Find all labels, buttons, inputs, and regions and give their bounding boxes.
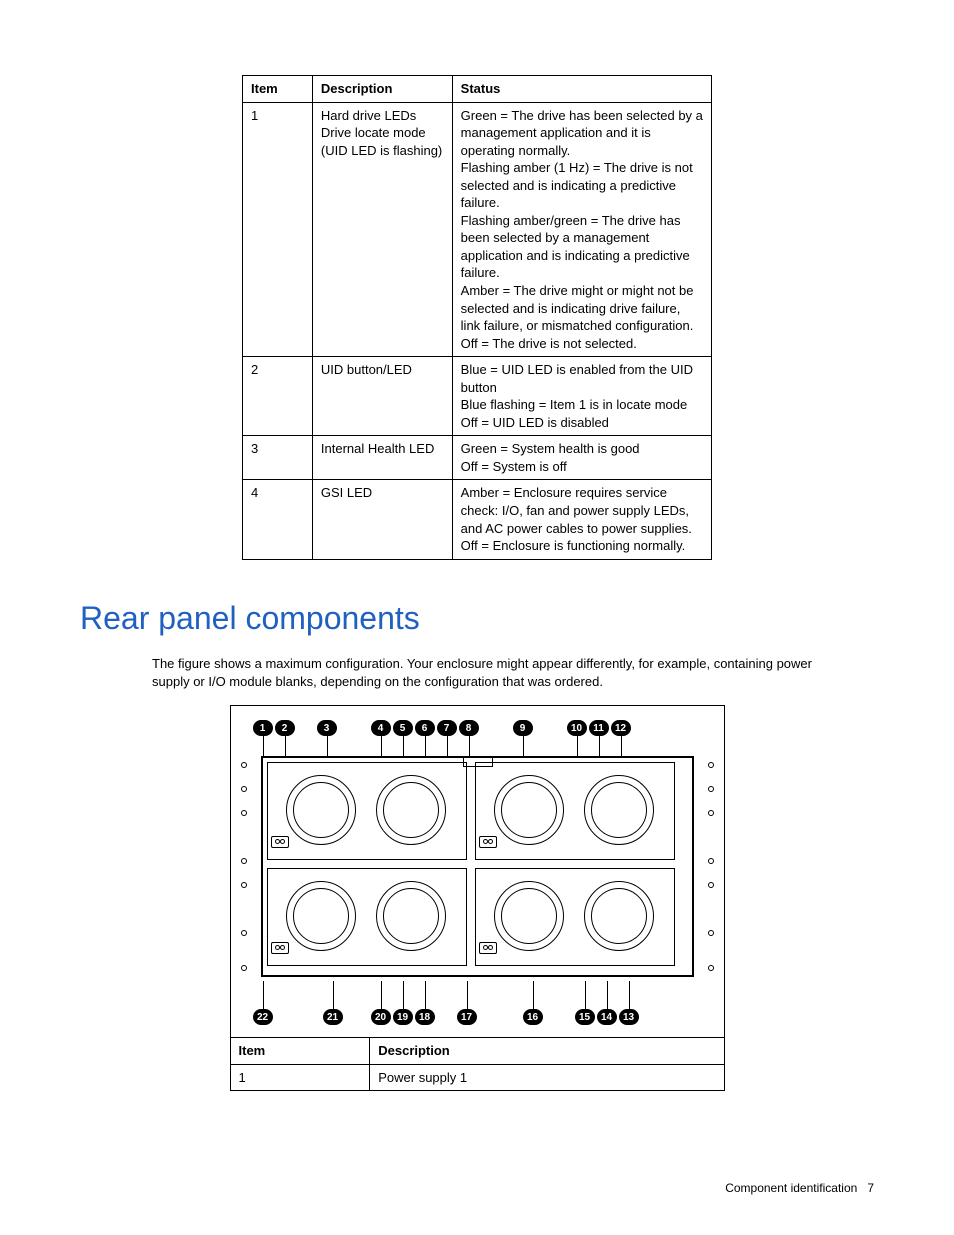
callout-badge: 5 bbox=[393, 720, 413, 736]
table-row: 4GSI LEDAmber = Enclosure requires servi… bbox=[243, 480, 712, 559]
th-desc: Description bbox=[312, 76, 452, 103]
callout-badge: 22 bbox=[253, 1009, 273, 1025]
callout-badge: 12 bbox=[611, 720, 631, 736]
psu-unit bbox=[267, 762, 467, 860]
callout-badge: 18 bbox=[415, 1009, 435, 1025]
section-intro: The figure shows a maximum configuration… bbox=[152, 655, 842, 691]
callout-badge: 1 bbox=[253, 720, 273, 736]
callout-badge: 11 bbox=[589, 720, 609, 736]
callout-badge: 8 bbox=[459, 720, 479, 736]
th-desc: Description bbox=[370, 1038, 724, 1065]
figure-frame: 123456789101112 22212019181716151413 bbox=[230, 705, 725, 1037]
cell-item: 1 bbox=[243, 102, 313, 357]
cell-status: Green = System health is good Off = Syst… bbox=[452, 436, 711, 480]
callout-badge: 19 bbox=[393, 1009, 413, 1025]
callout-badge: 7 bbox=[437, 720, 457, 736]
callout-badge: 9 bbox=[513, 720, 533, 736]
rear-panel-table: Item Description 1Power supply 1 bbox=[230, 1037, 725, 1091]
table-row: 2UID button/LEDBlue = UID LED is enabled… bbox=[243, 357, 712, 436]
callout-badge: 15 bbox=[575, 1009, 595, 1025]
callout-badge: 13 bbox=[619, 1009, 639, 1025]
psu-unit bbox=[267, 868, 467, 966]
page-footer: Component identification 7 bbox=[725, 1181, 874, 1195]
th-item: Item bbox=[243, 76, 313, 103]
callout-badge: 3 bbox=[317, 720, 337, 736]
cell-desc: Internal Health LED bbox=[312, 436, 452, 480]
callout-badge: 17 bbox=[457, 1009, 477, 1025]
cell-item: 2 bbox=[243, 357, 313, 436]
callout-badge: 10 bbox=[567, 720, 587, 736]
callout-badge: 2 bbox=[275, 720, 295, 736]
cell-desc: Hard drive LEDs Drive locate mode (UID L… bbox=[312, 102, 452, 357]
cell-status: Blue = UID LED is enabled from the UID b… bbox=[452, 357, 711, 436]
cell-desc: UID button/LED bbox=[312, 357, 452, 436]
cell-item: 3 bbox=[243, 436, 313, 480]
cell-desc: Power supply 1 bbox=[370, 1064, 724, 1091]
enclosure-outline bbox=[261, 756, 694, 977]
table-row: 1Power supply 1 bbox=[230, 1064, 724, 1091]
callout-badge: 21 bbox=[323, 1009, 343, 1025]
callout-badge: 4 bbox=[371, 720, 391, 736]
table-row: 3Internal Health LEDGreen = System healt… bbox=[243, 436, 712, 480]
callout-badge: 20 bbox=[371, 1009, 391, 1025]
cell-desc: GSI LED bbox=[312, 480, 452, 559]
table-row: 1Hard drive LEDs Drive locate mode (UID … bbox=[243, 102, 712, 357]
cell-status: Green = The drive has been selected by a… bbox=[452, 102, 711, 357]
page-number: 7 bbox=[867, 1181, 874, 1195]
cell-item: 4 bbox=[243, 480, 313, 559]
cell-item: 1 bbox=[230, 1064, 370, 1091]
th-status: Status bbox=[452, 76, 711, 103]
callout-badge: 6 bbox=[415, 720, 435, 736]
section-heading: Rear panel components bbox=[80, 600, 874, 637]
footer-text: Component identification bbox=[725, 1181, 857, 1195]
psu-unit bbox=[475, 868, 675, 966]
psu-unit bbox=[475, 762, 675, 860]
led-status-table: Item Description Status 1Hard drive LEDs… bbox=[242, 75, 712, 560]
callout-badge: 16 bbox=[523, 1009, 543, 1025]
rear-panel-figure: 123456789101112 22212019181716151413 bbox=[230, 705, 725, 1091]
callout-badge: 14 bbox=[597, 1009, 617, 1025]
cell-status: Amber = Enclosure requires service check… bbox=[452, 480, 711, 559]
th-item: Item bbox=[230, 1038, 370, 1065]
